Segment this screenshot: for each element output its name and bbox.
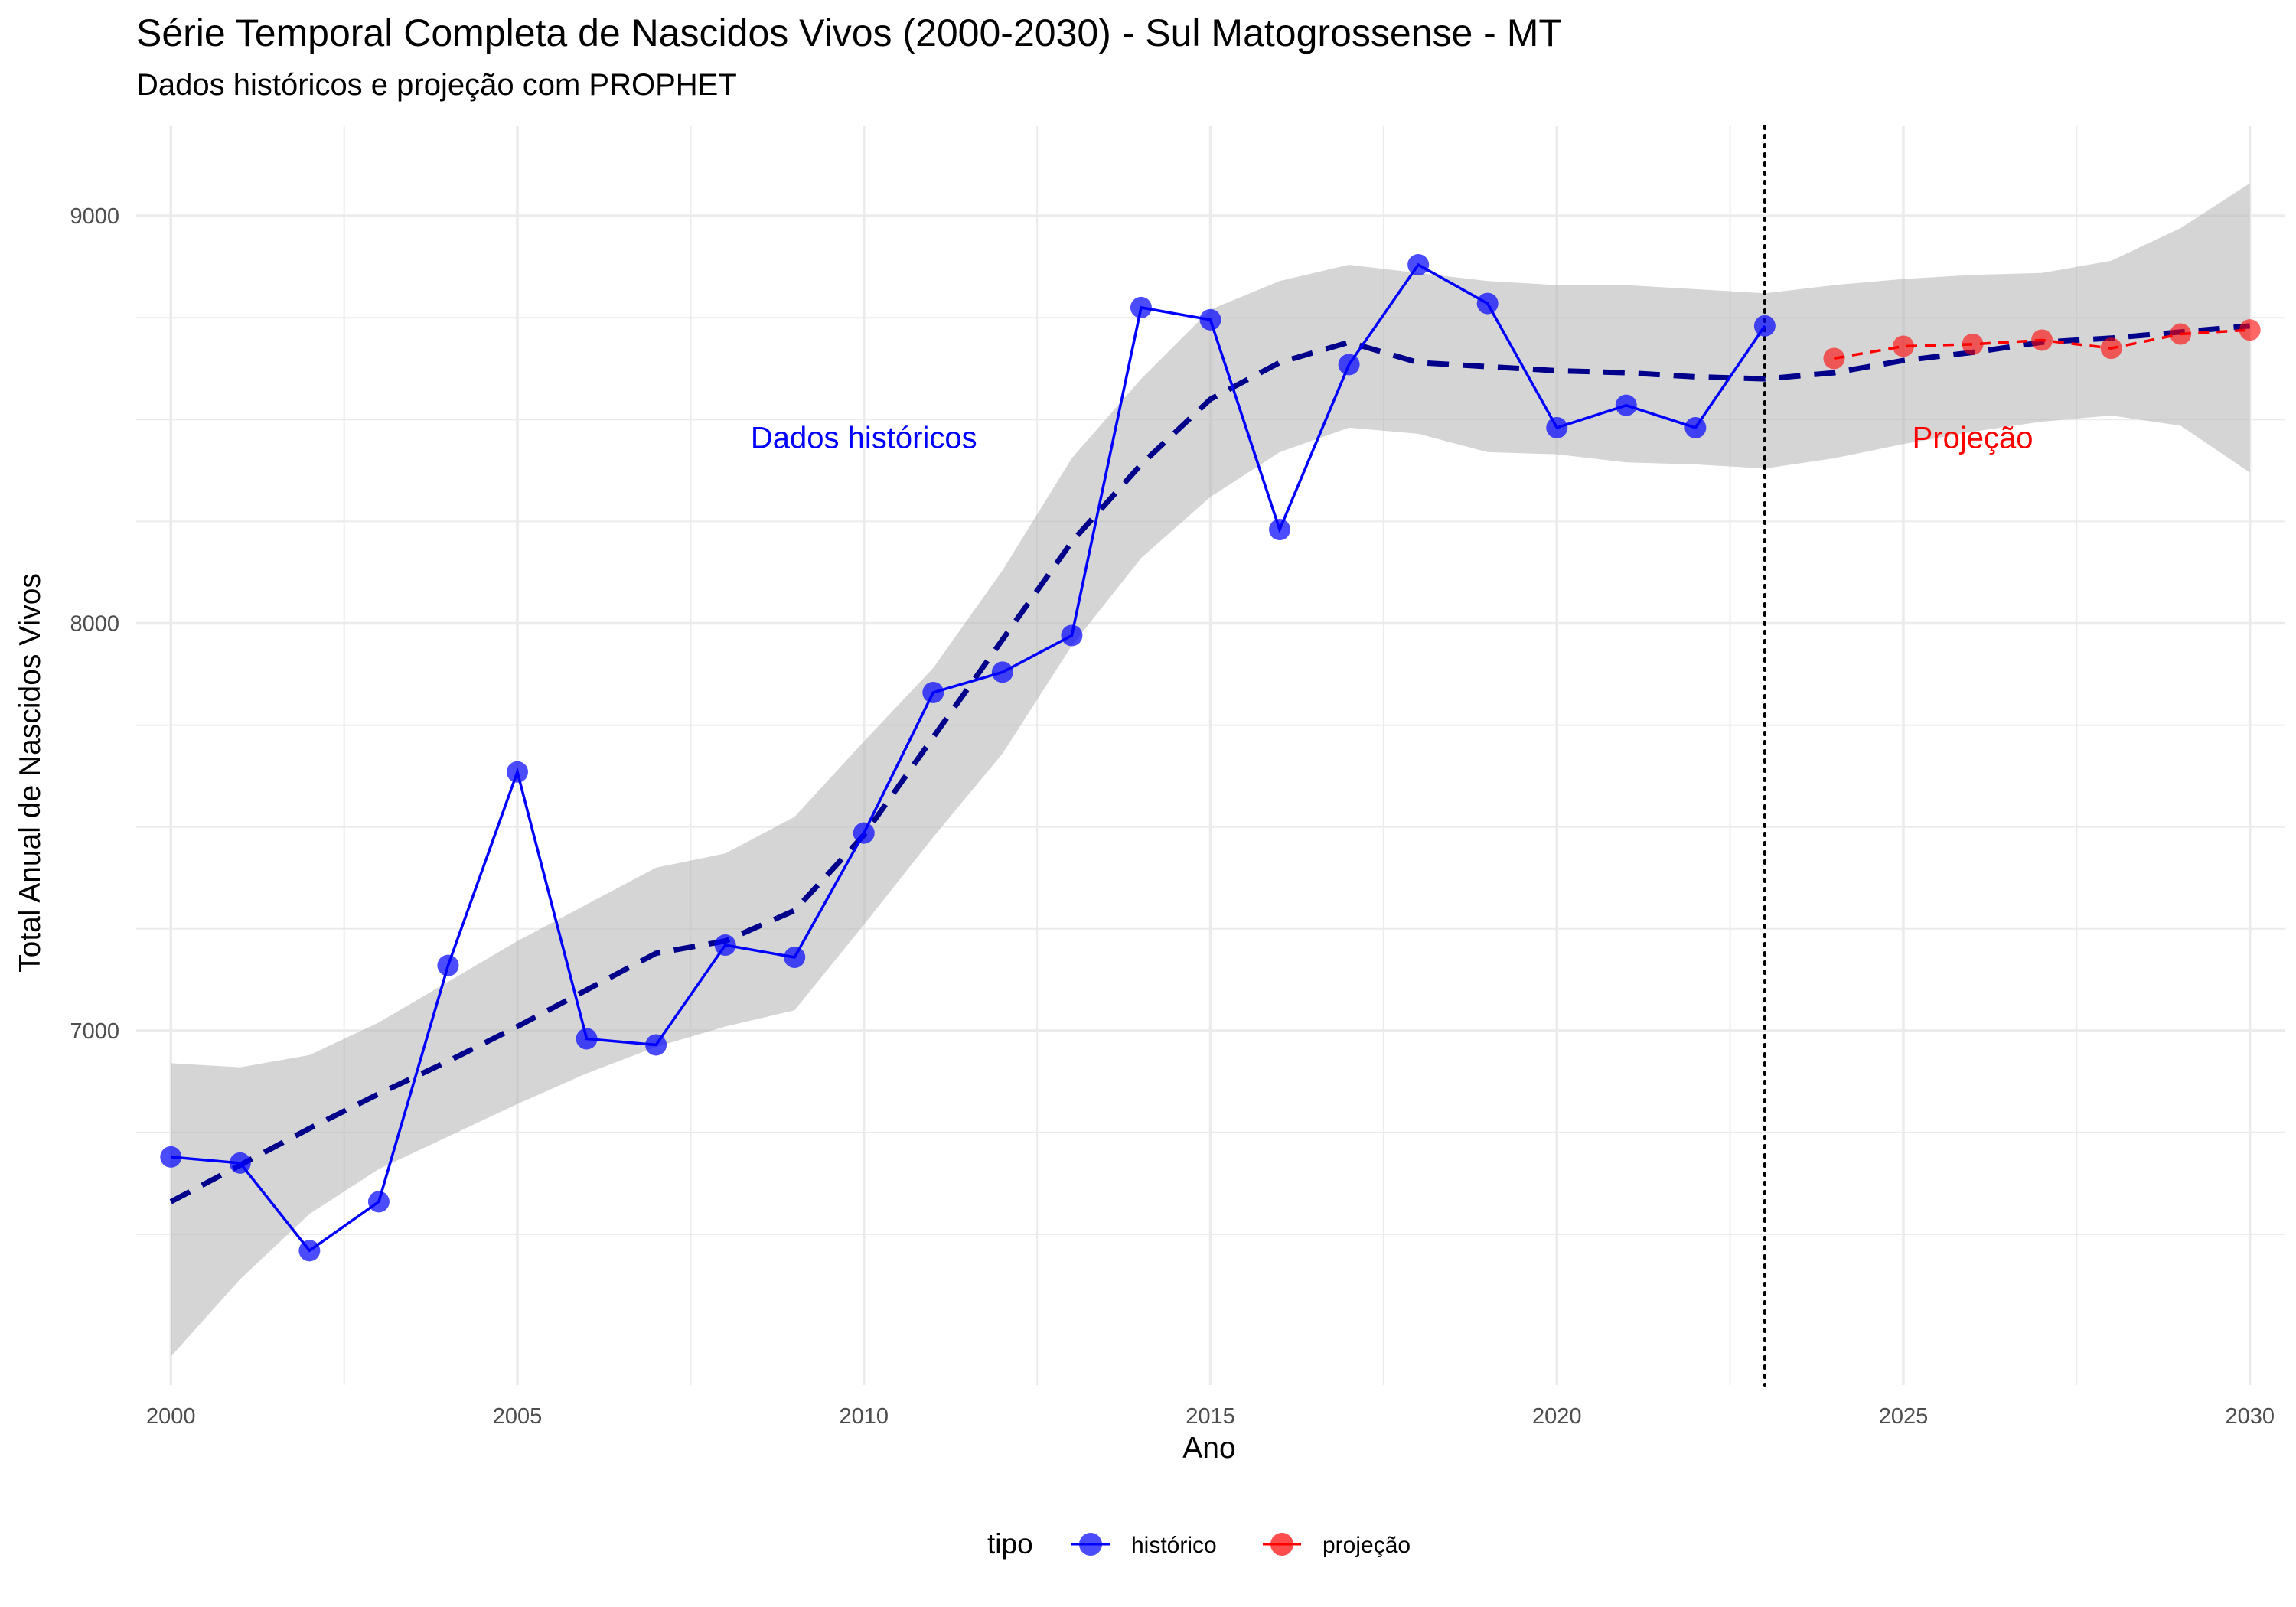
confidence-band [171,183,2250,1357]
legend-label-projecao: projeção [1322,1533,1411,1558]
historico-point [784,947,806,969]
legend: tipo histórico projeção [987,1528,1411,1560]
x-tick-label: 2025 [1879,1404,1929,1429]
historico-point [229,1152,251,1174]
historico-point [1061,624,1083,647]
projecao-point [1962,333,1984,355]
legend-dot-projecao [1270,1533,1293,1556]
y-tick-label: 9000 [70,204,119,229]
historico-point [1338,354,1360,376]
historico-point [1130,296,1152,318]
historico-point [160,1146,182,1168]
y-tick-label: 8000 [70,611,119,636]
historico-point [437,954,459,976]
projecao-point [2031,329,2053,351]
historico-point [1269,519,1291,541]
historico-point [922,681,944,703]
historico-point [991,661,1013,683]
x-tick-label: 2030 [2225,1404,2275,1429]
projecao-point [2239,319,2261,341]
historico-point [367,1191,390,1213]
historico-point [1615,394,1637,416]
x-tick-label: 2010 [840,1404,889,1429]
projecao-point [1823,347,1845,370]
historico-point [853,822,875,844]
historico-point [576,1028,598,1050]
annotation-historico: Dados históricos [751,422,977,455]
x-tick-label: 2000 [146,1404,196,1429]
legend-label-historico: histórico [1131,1533,1217,1558]
chart-subtitle: Dados históricos e projeção com PROPHET [136,68,737,102]
legend-dot-historico [1079,1533,1102,1556]
historico-point [645,1034,667,1056]
y-tick-label: 7000 [70,1019,119,1044]
annotations: Dados históricos Projeção [751,422,2033,455]
x-tick-label: 2020 [1532,1404,1582,1429]
trend-line [169,323,2251,1204]
projecao-point [2100,337,2122,360]
legend-title: tipo [987,1528,1033,1560]
y-axis-title: Total Anual de Nascidos Vivos [14,573,47,973]
x-tick-labels: 2000 2005 2010 2015 2020 2025 2030 [146,1404,2275,1429]
historico-point [714,934,736,957]
series-group [160,254,2261,1262]
historico-point [1199,308,1221,331]
x-tick-label: 2005 [493,1404,543,1429]
historico-point [1684,416,1707,438]
historico-point [1546,416,1568,438]
y-tick-labels: 7000 8000 9000 [70,204,119,1044]
annotation-projecao: Projeção [1913,422,2033,455]
historico-point [1753,315,1776,337]
chart-title: Série Temporal Completa de Nascidos Vivo… [136,11,1562,54]
historico-line [171,262,1766,1253]
x-axis-title: Ano [1182,1432,1235,1465]
historico-point [298,1240,321,1262]
historico-point [1476,292,1499,315]
trend-dashed-line [169,323,2251,1204]
projecao-point [2170,323,2192,345]
historico-point [507,761,529,783]
projecao-point [1892,335,1914,357]
x-tick-label: 2015 [1186,1404,1235,1429]
confidence-ribbon [171,183,2250,1357]
historico-point [1407,254,1430,276]
